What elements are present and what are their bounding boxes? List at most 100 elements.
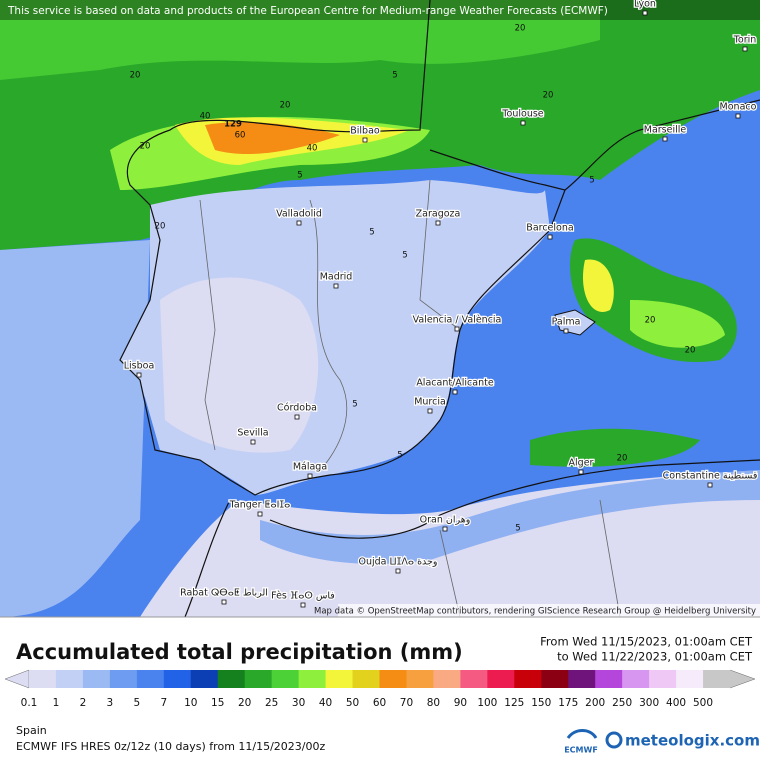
city-label: Sevilla bbox=[237, 428, 268, 439]
scale-label: 3 bbox=[107, 697, 114, 709]
city-marker bbox=[452, 389, 458, 395]
city-label: Córdoba bbox=[277, 403, 317, 414]
scale-swatch bbox=[55, 670, 84, 688]
scale-swatch bbox=[622, 670, 650, 688]
city-label: Oujda ⵡⵊⴷⴰ وجدة bbox=[358, 557, 437, 568]
scale-swatch bbox=[460, 670, 488, 688]
legend-to: to Wed 11/22/2023, 01:00am CET bbox=[557, 650, 753, 664]
city-marker bbox=[662, 136, 668, 142]
city-label: Zaragoza bbox=[416, 209, 461, 220]
attribution-bg bbox=[338, 604, 760, 617]
scale-swatch bbox=[82, 670, 111, 688]
city-marker bbox=[442, 526, 448, 532]
city-label: Valencia / València bbox=[413, 315, 502, 326]
contour-label: 20 bbox=[645, 316, 656, 326]
scale-label: 300 bbox=[639, 697, 659, 709]
city-marker bbox=[707, 482, 713, 488]
city-marker bbox=[642, 10, 648, 16]
legend-title: Accumulated total precipitation (mm) bbox=[16, 640, 463, 664]
scale-swatch bbox=[244, 670, 273, 688]
balearic-core-east bbox=[630, 300, 725, 348]
city-marker bbox=[520, 120, 526, 126]
scale-label: 60 bbox=[373, 697, 386, 709]
city-label: Murcia bbox=[414, 397, 446, 408]
city-label: Marseille bbox=[644, 125, 687, 136]
city-marker bbox=[427, 408, 433, 414]
city-marker bbox=[300, 602, 306, 608]
scale-swatch bbox=[406, 670, 434, 688]
city-marker bbox=[296, 220, 302, 226]
scale-swatch bbox=[271, 670, 300, 688]
city-marker bbox=[578, 469, 584, 475]
contour-label: 40 bbox=[307, 144, 318, 154]
scale-label: 0.1 bbox=[21, 697, 38, 709]
contour-label: 129 bbox=[224, 120, 242, 130]
contour-label: 20 bbox=[130, 71, 141, 81]
city-label: Barcelona bbox=[526, 223, 573, 234]
scale-label: 250 bbox=[612, 697, 632, 709]
city-marker bbox=[547, 234, 553, 240]
scale-label: 175 bbox=[558, 697, 578, 709]
atlantic-light bbox=[0, 240, 150, 617]
borders bbox=[199, 179, 621, 618]
contour-label: 40 bbox=[200, 112, 211, 122]
city-label: Palma bbox=[552, 317, 581, 328]
city-label: Oran وهران bbox=[420, 515, 471, 526]
scale-label: 50 bbox=[346, 697, 359, 709]
scale-swatch bbox=[676, 670, 704, 688]
city-marker bbox=[362, 137, 368, 143]
scale-swatch bbox=[298, 670, 327, 688]
scale-swatch bbox=[190, 670, 219, 688]
brand-icon bbox=[605, 731, 623, 749]
contour-label: 20 bbox=[543, 91, 554, 101]
scale-label: 70 bbox=[400, 697, 413, 709]
city-label: Monaco bbox=[720, 102, 757, 113]
scale-label: 80 bbox=[427, 697, 440, 709]
region: Spain bbox=[16, 724, 47, 737]
contour-label: 20 bbox=[280, 101, 291, 111]
scale-label: 40 bbox=[319, 697, 332, 709]
scale-label: 15 bbox=[211, 697, 224, 709]
scale-label: 20 bbox=[238, 697, 251, 709]
city-label: Madrid bbox=[320, 272, 353, 283]
city-marker bbox=[221, 599, 227, 605]
city-marker bbox=[735, 113, 741, 119]
city-label: Bilbao bbox=[350, 126, 380, 137]
city-marker bbox=[136, 372, 142, 378]
scale-label: 10 bbox=[184, 697, 197, 709]
legend-from: From Wed 11/15/2023, 01:00am CET bbox=[540, 635, 753, 649]
scale-label: 500 bbox=[693, 697, 713, 709]
scale-swatch bbox=[703, 670, 731, 688]
scale-swatch bbox=[217, 670, 246, 688]
city-label: Alacant/Alicante bbox=[416, 378, 494, 389]
cantabria-max bbox=[205, 122, 340, 155]
scale-label: 125 bbox=[504, 697, 524, 709]
scale-label: 7 bbox=[160, 697, 167, 709]
contour-label: 20 bbox=[685, 346, 696, 356]
coastline bbox=[119, 0, 760, 618]
city-label: Málaga bbox=[293, 462, 327, 473]
contour-label: 5 bbox=[369, 228, 374, 238]
brand: meteologix.com bbox=[625, 732, 760, 750]
contour-label: 5 bbox=[402, 251, 407, 261]
north-rain-heavy bbox=[0, 0, 600, 80]
city-marker bbox=[307, 473, 313, 479]
city-label: Fès ⴼⴰⵙ فاس bbox=[271, 591, 335, 602]
attribution: Map data © OpenStreetMap contributors, r… bbox=[314, 607, 756, 617]
balearic-core bbox=[582, 259, 614, 312]
city-label: Alger bbox=[569, 458, 594, 469]
africa-coast-rain bbox=[260, 470, 760, 564]
scale-label: 200 bbox=[585, 697, 605, 709]
contour-label: 5 bbox=[397, 451, 402, 461]
city-marker bbox=[294, 414, 300, 420]
contour-label: 20 bbox=[140, 142, 151, 152]
scale-swatch bbox=[136, 670, 165, 688]
banner-bg bbox=[0, 0, 760, 20]
cities: Lyon Torin Monaco Marseille Toulouse Bilbao Va… bbox=[122, 0, 759, 608]
city-marker bbox=[742, 46, 748, 52]
scale-swatch bbox=[568, 670, 596, 688]
scale-label: 25 bbox=[265, 697, 278, 709]
color-scale: 0.1 1 2 3 5 7 10 15 20 25 30 40 50 60 70 80 90 100 125 150 1… bbox=[4, 669, 756, 709]
